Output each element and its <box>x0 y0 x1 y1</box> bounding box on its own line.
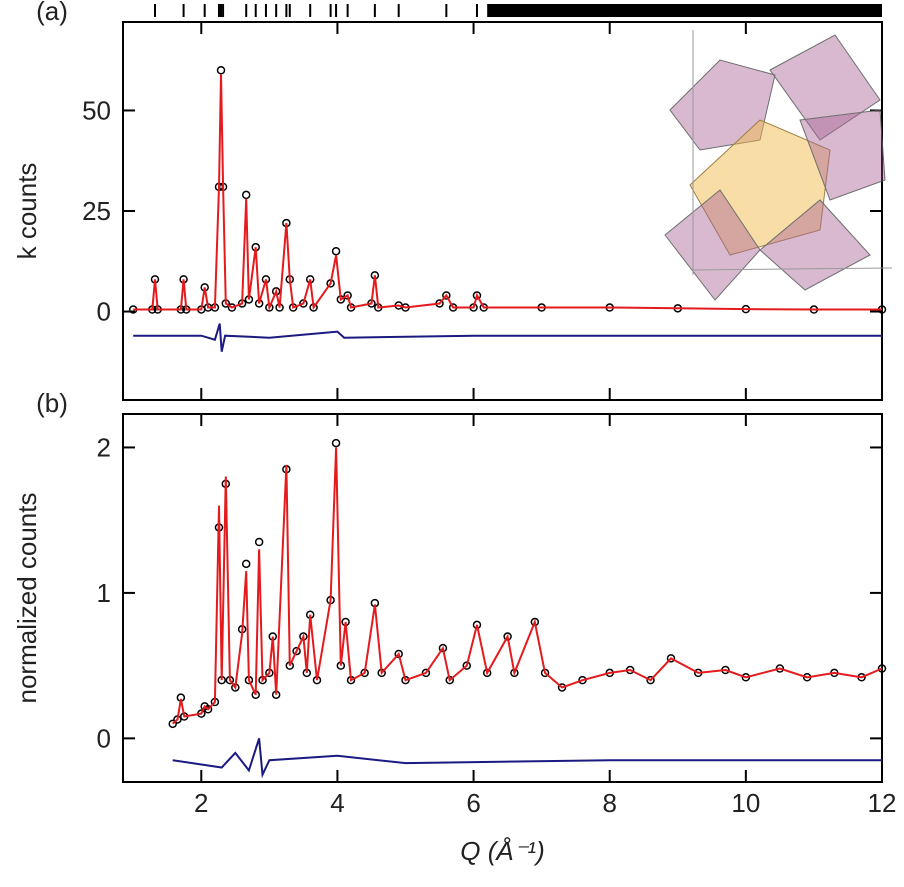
y-tick-label: 50 <box>82 95 111 125</box>
structure-inset <box>665 30 892 300</box>
observed-point <box>333 440 340 447</box>
x-tick-label: 4 <box>330 788 344 818</box>
panel-label: (a) <box>36 0 68 26</box>
plot-frame <box>123 414 882 782</box>
x-tick-label: 8 <box>602 788 616 818</box>
panel-label: (b) <box>36 388 68 418</box>
x-tick-label: 2 <box>194 788 208 818</box>
y-tick-label: 0 <box>97 297 111 327</box>
observed-point <box>243 560 250 567</box>
x-tick-label: 10 <box>731 788 760 818</box>
series-line <box>133 324 882 352</box>
x-tick-label: 6 <box>466 788 480 818</box>
y-tick-label: 1 <box>97 578 111 608</box>
observed-point <box>243 191 250 198</box>
x-axis-label: Q (Å⁻¹) <box>460 836 545 866</box>
series-line <box>173 738 882 774</box>
observed-point <box>256 539 263 546</box>
reflection-band <box>487 4 882 17</box>
y-tick-label: 25 <box>82 196 111 226</box>
series-line <box>173 448 882 724</box>
observed-point <box>218 67 225 74</box>
x-tick-label: 12 <box>868 788 897 818</box>
figure: (a)k counts02550(b)normalized counts0122… <box>0 0 904 882</box>
y-tick-label: 2 <box>97 432 111 462</box>
y-axis-label: normalized counts <box>12 493 42 704</box>
y-axis-label: k counts <box>12 163 42 260</box>
y-tick-label: 0 <box>97 723 111 753</box>
observed-point <box>333 248 340 255</box>
